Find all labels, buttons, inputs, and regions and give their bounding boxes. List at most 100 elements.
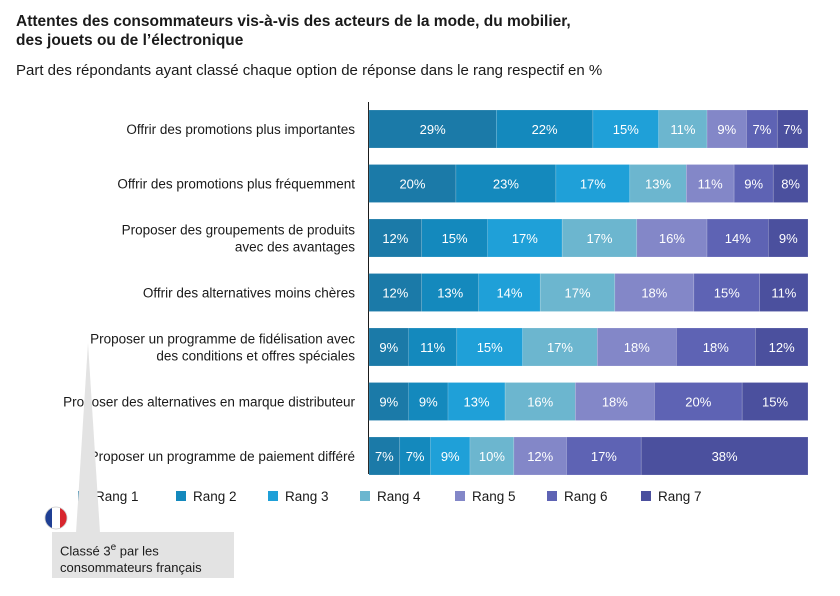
bar-segment [733, 164, 774, 203]
bar-segment [693, 273, 761, 312]
data-label: 18% [703, 340, 729, 355]
data-label: 38% [712, 449, 738, 464]
callout-line1-suffix: par les [116, 543, 159, 559]
bar-segment [640, 436, 809, 476]
data-label: 15% [762, 395, 788, 410]
bar-segment [776, 109, 809, 149]
legend-label: Rang 2 [193, 489, 237, 504]
bar-segment [575, 382, 655, 421]
data-label: 18% [624, 340, 650, 355]
data-label: 13% [464, 395, 490, 410]
bar-segment [522, 327, 598, 367]
data-label: 9% [744, 177, 763, 192]
bar-segment [487, 218, 563, 258]
bar-segment [368, 327, 409, 367]
bar-segment [675, 327, 756, 367]
bar-segment [539, 273, 616, 312]
bar-segment [430, 436, 471, 476]
data-label: 12% [769, 340, 795, 355]
data-label: 12% [382, 231, 408, 246]
data-label: 7% [406, 449, 425, 464]
data-label: 9% [779, 231, 798, 246]
data-label: 13% [645, 177, 671, 192]
category-label: Offrir des alternatives moins chères [143, 286, 355, 301]
bar-segment [741, 382, 809, 421]
legend-label: Rang 1 [95, 489, 139, 504]
category-label: Offrir des promotions plus fréquemment [117, 177, 355, 192]
chart-subtitle: Part des répondants ayant classé chaque … [16, 62, 603, 79]
data-label: 11% [698, 177, 723, 192]
data-label: 14% [725, 231, 751, 246]
data-label: 12% [382, 286, 408, 301]
legend-swatch [176, 491, 186, 501]
legend-swatch [360, 491, 370, 501]
data-label: 18% [602, 395, 628, 410]
data-label: 17% [547, 340, 573, 355]
category-label: Proposer un programme de fidélisation av… [90, 332, 355, 364]
data-label: 15% [613, 122, 639, 137]
data-label: 7% [783, 122, 802, 137]
data-label: 13% [437, 286, 463, 301]
data-label: 9% [419, 395, 438, 410]
bar-segment [746, 109, 778, 149]
data-label: 11% [420, 340, 445, 355]
data-label: 29% [420, 122, 446, 137]
bar-segment [772, 164, 809, 203]
bar-segment [478, 273, 541, 312]
bar-segment [636, 218, 708, 258]
data-label: 17% [586, 231, 612, 246]
bar-segment [706, 109, 747, 149]
bar-segment [456, 327, 523, 367]
data-label: 16% [527, 395, 553, 410]
data-label: 11% [670, 122, 695, 137]
callout-line2: consommateurs français [60, 560, 202, 576]
category-label: Proposer un programme de paiement différ… [90, 449, 355, 464]
bar-segment [596, 327, 677, 367]
bar-segment [561, 218, 638, 258]
bar-segment [755, 327, 809, 367]
data-label: 15% [714, 286, 740, 301]
data-label: 9% [441, 449, 460, 464]
data-label: 17% [591, 449, 617, 464]
bar-segment [759, 273, 809, 312]
bar-segment [421, 273, 480, 312]
category-label: Proposer des alternatives en marque dist… [63, 395, 355, 410]
data-label: 18% [641, 286, 667, 301]
data-label: 9% [717, 122, 736, 137]
data-label: 22% [532, 122, 558, 137]
legend: Rang 1 Rang 2 Rang 3 Rang 4 Rang 5 Rang 6 Rang… [78, 489, 702, 504]
bar-segment [555, 164, 631, 203]
legend-swatch [547, 491, 557, 501]
data-label: 11% [771, 286, 796, 301]
legend-swatch [268, 491, 278, 501]
data-label: 16% [659, 231, 685, 246]
callout-ordinal-suffix: e [110, 542, 117, 553]
bar-segment [408, 382, 449, 421]
data-label: 17% [512, 231, 538, 246]
legend-label: Rang 4 [377, 489, 421, 504]
bar-segment [368, 436, 401, 476]
data-label: 12% [527, 449, 553, 464]
data-label: 7% [375, 449, 394, 464]
legend-label: Rang 7 [658, 489, 702, 504]
legend-label: Rang 3 [285, 489, 329, 504]
legend-label: Rang 5 [472, 489, 516, 504]
data-label: 20% [685, 395, 711, 410]
data-label: 17% [565, 286, 591, 301]
callout-box: Classé 3e par les consommateurs français [52, 532, 234, 578]
france-flag-icon [44, 506, 68, 530]
bar-segment [614, 273, 695, 312]
bar-segment [469, 436, 515, 476]
data-label: 9% [379, 340, 398, 355]
bar-segment [368, 382, 409, 421]
legend-label: Rang 6 [564, 489, 608, 504]
bar-segment [408, 327, 458, 367]
bar-segment [658, 109, 708, 149]
category-label: Offrir des promotions plus importantes [126, 122, 355, 137]
bar-segment [685, 164, 735, 203]
title-line: des jouets ou de l’électronique [16, 32, 244, 49]
data-label: 10% [479, 449, 505, 464]
bar-segment [654, 382, 743, 421]
callout-line1-prefix: Classé 3 [60, 543, 111, 559]
